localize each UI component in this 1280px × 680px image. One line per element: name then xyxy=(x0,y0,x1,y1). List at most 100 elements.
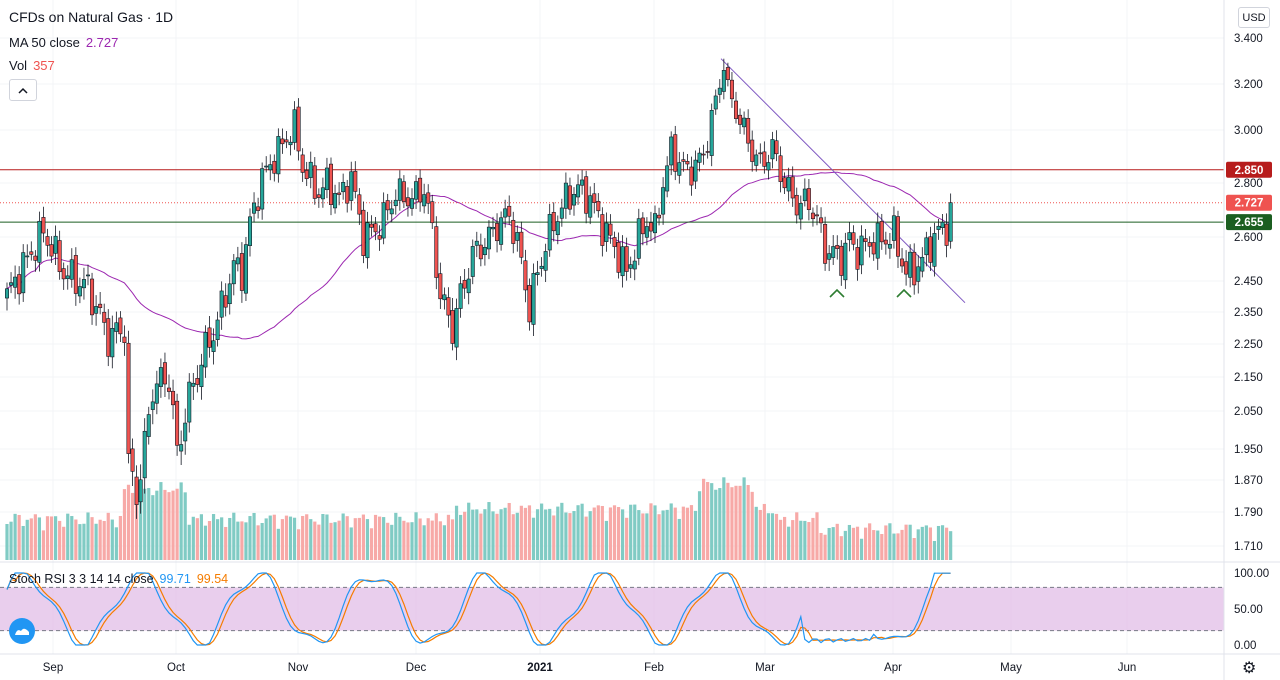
volume-bar xyxy=(843,530,847,560)
volume-bar xyxy=(916,529,920,560)
volume-bar xyxy=(276,528,280,560)
candle-body xyxy=(207,327,212,348)
volume-legend[interactable]: Vol 357 xyxy=(9,58,55,73)
candle-body xyxy=(450,310,455,344)
volume-bar xyxy=(106,512,110,560)
volume-bar xyxy=(459,514,463,560)
volume-bar xyxy=(442,525,446,560)
vol-value: 357 xyxy=(33,58,55,73)
volume-bar xyxy=(483,509,487,560)
candle-body xyxy=(571,194,576,206)
volume-bar xyxy=(216,519,220,560)
candle-body xyxy=(142,430,147,479)
vol-label: Vol xyxy=(9,58,28,73)
volume-bar xyxy=(928,527,932,560)
volume-bar xyxy=(799,520,803,560)
candle-body xyxy=(900,258,905,267)
time-tick-label: Jun xyxy=(1118,662,1137,674)
volume-bars xyxy=(5,477,953,560)
volume-bar xyxy=(232,512,236,560)
candle-body xyxy=(851,232,856,245)
candle-body xyxy=(179,444,184,452)
candle-body xyxy=(414,181,419,200)
volume-bar xyxy=(548,508,552,560)
price-tick-label: 1.790 xyxy=(1234,507,1263,519)
gear-icon[interactable]: ⚙ xyxy=(1242,660,1257,677)
volume-bar xyxy=(58,520,62,560)
volume-bar xyxy=(369,528,374,560)
volume-bar xyxy=(872,530,876,560)
ma-legend[interactable]: MA 50 close 2.727 xyxy=(9,35,118,50)
candle-body xyxy=(814,214,819,217)
volume-bar xyxy=(940,525,945,560)
candle-body xyxy=(778,155,783,182)
volume-bar xyxy=(625,517,629,560)
volume-bar xyxy=(260,522,264,560)
candle-body xyxy=(596,200,601,212)
price-tick-label: 1.950 xyxy=(1234,444,1263,456)
candle-body xyxy=(333,193,338,209)
volume-bar xyxy=(21,525,25,560)
candle-body xyxy=(171,390,176,406)
candle-body xyxy=(154,383,159,404)
currency-button[interactable]: USD xyxy=(1238,7,1270,28)
candle-body xyxy=(762,151,767,167)
volume-bar xyxy=(572,511,576,560)
volume-bar xyxy=(317,524,321,560)
volume-bar xyxy=(410,522,414,560)
candle-body xyxy=(369,223,374,228)
candle-body xyxy=(503,208,508,218)
candle-body xyxy=(405,197,410,207)
candle-body xyxy=(150,401,155,410)
candle-body xyxy=(276,136,281,175)
volume-bar xyxy=(422,525,426,560)
candle-body xyxy=(495,223,500,242)
candle-body xyxy=(754,154,759,166)
ma-label: MA 50 close xyxy=(9,35,80,50)
candle-body xyxy=(725,67,730,80)
tradingview-logo-icon[interactable] xyxy=(9,618,35,644)
volume-bar xyxy=(851,527,856,560)
candle-body xyxy=(102,311,107,323)
stoch-k-line xyxy=(6,572,951,646)
candle-body xyxy=(81,279,86,289)
candle-body xyxy=(632,260,637,270)
volume-bar xyxy=(766,513,770,560)
candle-body xyxy=(393,199,398,207)
volume-bar xyxy=(681,506,685,560)
candle-body xyxy=(304,170,309,180)
volume-bar xyxy=(94,523,98,560)
candle-body xyxy=(442,294,447,301)
candle-body xyxy=(37,220,42,263)
candle-body xyxy=(644,226,649,238)
candle-body xyxy=(312,165,317,199)
volume-bar xyxy=(143,488,147,560)
volume-bar xyxy=(292,517,297,560)
volume-bar xyxy=(714,489,718,560)
volume-bar xyxy=(580,503,584,560)
volume-bar xyxy=(175,488,179,560)
candle-body xyxy=(239,253,244,291)
candle-body xyxy=(705,151,710,153)
volume-bar xyxy=(831,527,835,560)
candle-body xyxy=(438,273,443,300)
candle-body xyxy=(162,362,167,385)
volume-bar xyxy=(920,526,924,560)
collapse-legend-button[interactable] xyxy=(9,79,37,101)
volume-bar xyxy=(774,513,779,560)
volume-bar xyxy=(750,491,754,560)
volume-bar xyxy=(588,511,592,560)
candle-body xyxy=(551,212,556,232)
candle-body xyxy=(588,195,593,218)
candle-body xyxy=(175,400,180,446)
candle-body xyxy=(531,273,536,325)
volume-bar xyxy=(268,515,272,560)
candle-body xyxy=(733,100,738,119)
candle-body xyxy=(316,194,321,198)
stoch-legend[interactable]: Stoch RSI 3 3 14 14 close 99.71 99.54 xyxy=(9,572,228,586)
volume-bar xyxy=(284,515,289,560)
volume-bar xyxy=(199,514,203,560)
volume-bar xyxy=(515,512,519,560)
candle-body xyxy=(409,198,414,209)
